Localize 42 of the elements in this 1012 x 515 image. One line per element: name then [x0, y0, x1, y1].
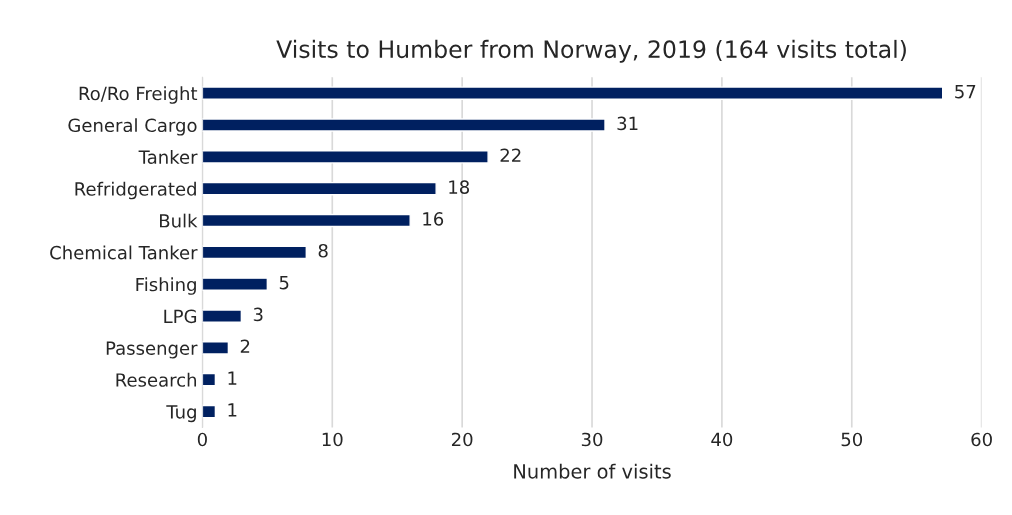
x-tick-label: 40 [711, 432, 733, 447]
x-tick-label: 60 [971, 432, 992, 447]
y-tick-label: Passenger [106, 341, 198, 359]
bar [202, 86, 944, 100]
data-label: 1 [228, 403, 237, 417]
bar [202, 118, 606, 132]
x-tick-label: 20 [451, 432, 473, 447]
bar [202, 213, 411, 228]
bar [202, 150, 489, 164]
bar [202, 309, 243, 323]
bar [202, 404, 217, 419]
y-tick-label: Tug [166, 405, 196, 423]
data-label: 1 [228, 371, 237, 385]
data-label: 57 [955, 84, 976, 99]
y-tick-label: Research [116, 372, 196, 387]
bar [202, 341, 230, 355]
x-tick-label: 10 [322, 432, 343, 447]
x-tick-label: 0 [197, 432, 207, 447]
data-label: 2 [240, 339, 250, 353]
y-tick-label: Refridgerated [75, 181, 196, 200]
y-tick-label: LPG [164, 309, 197, 324]
x-tick-label: 30 [581, 432, 603, 447]
y-tick-label: Bulk [160, 213, 198, 228]
data-label: 3 [253, 307, 263, 322]
chart-title: Visits to Humber from Norway, 2019 (164 visits total) [276, 39, 906, 63]
y-tick-label: General Cargo [68, 118, 197, 136]
y-tick-label: Fishing [136, 277, 196, 295]
bar [202, 245, 307, 260]
bar [202, 181, 437, 196]
bar [202, 277, 269, 291]
y-tick-label: Ro/Ro Freight [79, 86, 198, 104]
bar [202, 372, 217, 387]
data-label: 22 [500, 148, 521, 162]
data-label: 8 [318, 243, 328, 258]
y-tick-label: Chemical Tanker [50, 245, 198, 260]
y-tick-label: Tanker [138, 149, 198, 164]
x-axis-title: Number of visits [514, 463, 671, 479]
data-label: 31 [617, 116, 638, 131]
data-label: 5 [279, 276, 289, 290]
data-label: 16 [423, 212, 444, 226]
x-tick-label: 50 [841, 432, 863, 447]
data-label: 18 [449, 180, 470, 194]
